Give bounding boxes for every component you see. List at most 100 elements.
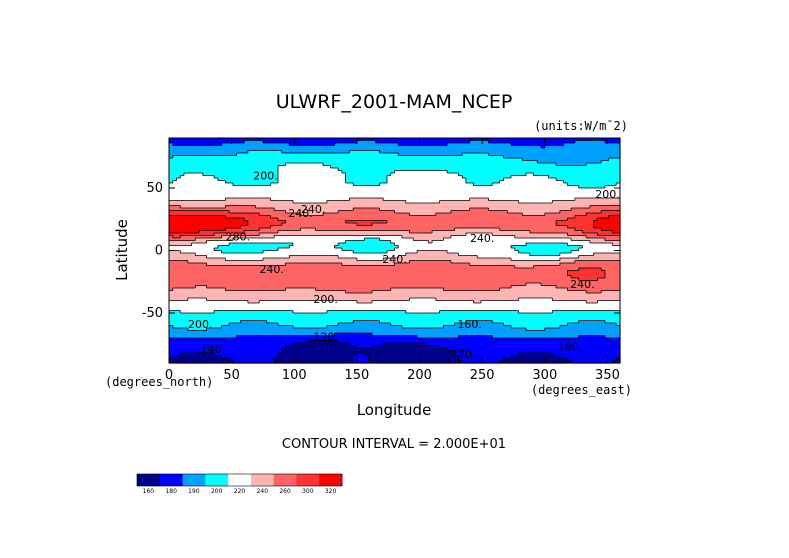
heatmap-cell (402, 175, 407, 179)
heatmap-cell (304, 175, 309, 179)
heatmap-cell (202, 140, 208, 144)
heatmap-cell (255, 140, 260, 144)
heatmap-cell (503, 175, 508, 179)
heatmap-cell (244, 180, 249, 184)
heatmap-cell (574, 143, 580, 147)
heatmap-cell (187, 138, 193, 142)
heatmap-cell (371, 180, 377, 184)
heatmap-cell (469, 140, 475, 144)
heatmap-cell (390, 180, 396, 184)
heatmap-cell (236, 175, 242, 179)
heatmap-cell (210, 158, 215, 162)
heatmap-cell (195, 170, 200, 174)
heatmap-cell (507, 168, 512, 172)
heatmap-cell (601, 143, 606, 147)
heatmap-cell (202, 173, 208, 177)
heatmap-cell (255, 185, 260, 189)
heatmap-cell (184, 173, 189, 177)
heatmap-cell (394, 180, 399, 184)
heatmap-cell (492, 140, 497, 144)
heatmap-cell (488, 153, 493, 157)
heatmap-cell (435, 168, 441, 172)
heatmap-cell (217, 138, 223, 142)
heatmap-cell (199, 150, 204, 154)
heatmap-cell (480, 178, 486, 182)
heatmap-cell (518, 163, 523, 167)
heatmap-cell (499, 183, 505, 187)
heatmap-cell (326, 138, 332, 142)
heatmap-cell (469, 180, 475, 184)
heatmap-cell (563, 143, 568, 147)
heatmap-cell (582, 148, 587, 152)
heatmap-cell (210, 140, 215, 144)
heatmap-cell (424, 145, 429, 149)
heatmap-cell (537, 173, 542, 177)
heatmap-cell (492, 155, 497, 159)
heatmap-cell (300, 158, 305, 162)
heatmap-cell (469, 185, 475, 189)
heatmap-cell (360, 150, 366, 154)
heatmap-cell (221, 183, 226, 187)
heatmap-cell (308, 143, 313, 147)
heatmap-cell (326, 170, 332, 174)
heatmap-cell (612, 138, 617, 142)
heatmap-cell (240, 170, 245, 174)
heatmap-cell (537, 160, 542, 164)
heatmap-cell (589, 168, 595, 172)
heatmap-cell (221, 185, 226, 189)
heatmap-cell (353, 163, 358, 167)
heatmap-cell (450, 153, 456, 157)
heatmap-cell (578, 145, 584, 149)
heatmap-cell (338, 158, 343, 162)
heatmap-cell (251, 185, 257, 189)
heatmap-cell (262, 145, 268, 149)
heatmap-cell (450, 150, 456, 154)
heatmap-cell (206, 155, 211, 159)
heatmap-cell (180, 160, 185, 164)
heatmap-cell (465, 158, 471, 162)
heatmap-cell (240, 153, 245, 157)
heatmap-cell (232, 160, 238, 164)
heatmap-cell (541, 178, 546, 182)
heatmap-cell (574, 148, 580, 152)
heatmap-cell (432, 185, 437, 189)
heatmap-cell (293, 140, 298, 144)
heatmap-cell (413, 143, 418, 147)
heatmap-cell (251, 178, 257, 182)
heatmap-cell (293, 163, 298, 167)
heatmap-cell (315, 168, 320, 172)
heatmap-cell (247, 143, 253, 147)
heatmap-cell (371, 150, 377, 154)
heatmap-cell (375, 148, 381, 152)
heatmap-cell (217, 148, 223, 152)
heatmap-cell (495, 178, 501, 182)
heatmap-cell (172, 165, 178, 169)
heatmap-cell (409, 183, 414, 187)
heatmap-cell (589, 150, 595, 154)
heatmap-cell (225, 150, 230, 154)
heatmap-cell (402, 153, 407, 157)
heatmap-cell (364, 173, 369, 177)
heatmap-cell (255, 155, 260, 159)
heatmap-cell (420, 183, 426, 187)
heatmap-cell (593, 140, 599, 144)
heatmap-cell (311, 153, 317, 157)
heatmap-cell (514, 138, 520, 142)
heatmap-cell (199, 175, 204, 179)
heatmap-cell (394, 163, 399, 167)
heatmap-cell (507, 163, 512, 167)
heatmap-cell (180, 170, 185, 174)
heatmap-cell (398, 168, 403, 172)
heatmap-cell (169, 175, 174, 179)
heatmap-cell (454, 175, 459, 179)
heatmap-cell (289, 155, 294, 159)
heatmap-cell (206, 143, 211, 147)
heatmap-cell (608, 178, 614, 182)
heatmap-cell (443, 158, 448, 162)
heatmap-cell (458, 138, 463, 142)
heatmap-cell (439, 153, 444, 157)
heatmap-cell (556, 155, 561, 159)
heatmap-cell (608, 140, 614, 144)
heatmap-cell (304, 140, 309, 144)
heatmap-cell (311, 160, 317, 164)
